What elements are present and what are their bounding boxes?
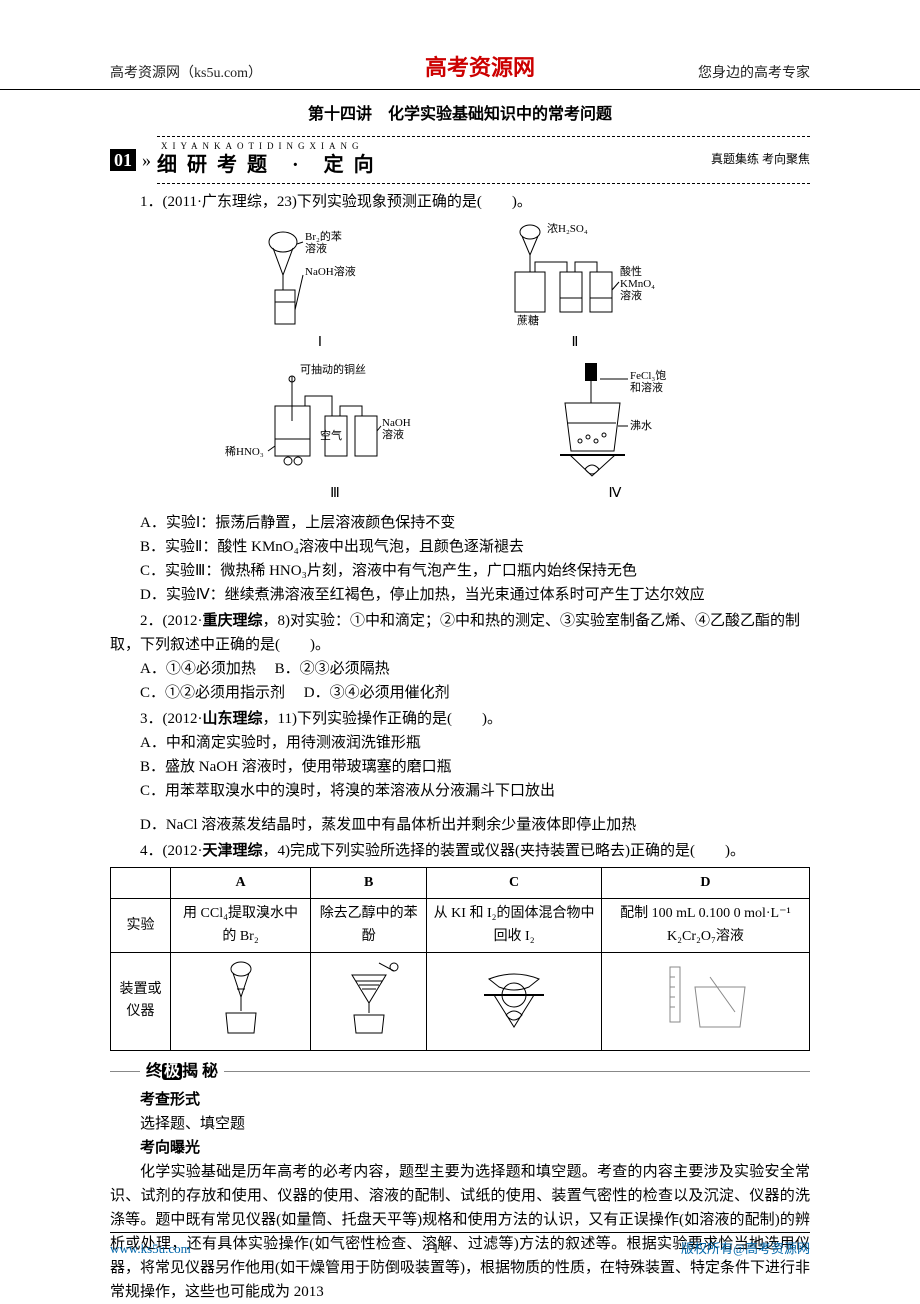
analysis-h1: 考查形式 bbox=[110, 1088, 810, 1112]
diagram-1-label: Ⅰ bbox=[318, 332, 322, 354]
svg-text:和溶液: 和溶液 bbox=[630, 380, 663, 394]
header-center: 高考资源网 bbox=[425, 50, 535, 85]
banner-right: 真题集练 考向聚焦 bbox=[711, 150, 810, 169]
row-label-2: 装置或仪器 bbox=[111, 953, 171, 1050]
col-a: A bbox=[171, 867, 311, 898]
apparatus-c-icon bbox=[464, 957, 564, 1037]
svg-text:KMnO₄: KMnO₄ bbox=[620, 278, 655, 290]
q3-opt-c: C．用苯萃取溴水中的溴时，将溴的苯溶液从分液漏斗下口放出 bbox=[110, 779, 810, 803]
svg-text:Br₂的苯: Br₂的苯 bbox=[305, 229, 342, 243]
svg-text:蔗糖: 蔗糖 bbox=[517, 313, 539, 327]
reveal-hot: 极 bbox=[162, 1063, 182, 1080]
cell-d1: 配制 100 mL 0.100 0 mol·L⁻¹ K₂Cr₂O₇溶液 bbox=[601, 899, 809, 953]
q2-opt-a: A．①④必须加热 bbox=[140, 661, 256, 677]
q1-opt-c: C．实验Ⅲ：微热稀 HNO₃片刻，溶液中有气泡产生，广口瓶内始终保持无色 bbox=[110, 559, 810, 583]
q4-stem: 4．(2012·天津理综，4)完成下列实验所选择的装置或仪器(夹持装置已略去)正… bbox=[110, 839, 810, 863]
col-b: B bbox=[311, 867, 427, 898]
q2-opts-ab: A．①④必须加热 B．②③必须隔热 bbox=[110, 657, 810, 681]
diagram-2: 浓H₂SO₄ 酸性 KMnO₄ 溶液 蔗糖 Ⅱ bbox=[475, 220, 675, 354]
reveal-left: 终 bbox=[146, 1063, 162, 1080]
diagram-2-label: Ⅱ bbox=[572, 332, 579, 354]
svg-text:稀HNO₃: 稀HNO₃ bbox=[225, 445, 264, 458]
cell-b2 bbox=[311, 953, 427, 1050]
banner-chevron-icon: » bbox=[142, 151, 151, 169]
cell-a1: 用 CCl₄提取溴水中的 Br₂ bbox=[171, 899, 311, 953]
diagram-3-label: Ⅲ bbox=[330, 483, 340, 505]
apparatus-b-icon bbox=[324, 957, 414, 1037]
q3-opt-b: B．盛放 NaOH 溶液时，使用带玻璃塞的磨口瓶 bbox=[110, 755, 810, 779]
svg-text:NaOH溶液: NaOH溶液 bbox=[305, 264, 356, 278]
q3-opt-d: D．NaCl 溶液蒸发结晶时，蒸发皿中有晶体析出并剩余少量液体即停止加热 bbox=[110, 813, 810, 837]
svg-text:浓H₂SO₄: 浓H₂SO₄ bbox=[547, 222, 588, 235]
svg-text:FeCl₃饱: FeCl₃饱 bbox=[630, 368, 666, 382]
footer-left: www.ks5u.com bbox=[110, 1239, 191, 1260]
banner-body: XIYANKAOTIDINGXIANG 细研考题 · 定向 真题集练 考向聚焦 bbox=[157, 136, 810, 184]
q1-stem: 1．(2011·广东理综，23)下列实验现象预测正确的是( )。 bbox=[110, 190, 810, 214]
apparatus-1-icon: Br₂的苯 溶液 NaOH溶液 bbox=[245, 220, 395, 330]
reveal-label: 终极揭 秘 bbox=[146, 1059, 218, 1085]
diagram-4-label: Ⅳ bbox=[609, 483, 622, 505]
q1-opt-a: A．实验Ⅰ：振荡后静置，上层溶液颜色保持不变 bbox=[110, 511, 810, 535]
cell-c2 bbox=[427, 953, 602, 1050]
analysis-p1: 选择题、填空题 bbox=[110, 1112, 810, 1136]
footer-center: - 1 - bbox=[425, 1239, 447, 1260]
cell-c1: 从 KI 和 I₂的固体混合物中回收 I₂ bbox=[427, 899, 602, 953]
apparatus-2-icon: 浓H₂SO₄ 酸性 KMnO₄ 溶液 蔗糖 bbox=[475, 220, 675, 330]
svg-text:溶液: 溶液 bbox=[620, 288, 642, 302]
svg-text:沸水: 沸水 bbox=[630, 419, 652, 432]
table-row-experiment: 实验 用 CCl₄提取溴水中的 Br₂ 除去乙醇中的苯酚 从 KI 和 I₂的固… bbox=[111, 899, 810, 953]
q3-opt-a: A．中和滴定实验时，用待测液润洗锥形瓶 bbox=[110, 731, 810, 755]
table-corner bbox=[111, 867, 171, 898]
q2-stem-text: 2．(2012·重庆理综，8)对实验：①中和滴定；②中和热的测定、③实验室制备乙… bbox=[110, 613, 800, 653]
table-row-apparatus: 装置或仪器 bbox=[111, 953, 810, 1050]
q1-opt-d: D．实验Ⅳ：继续煮沸溶液至红褐色，停止加热，当光束通过体系时可产生丁达尔效应 bbox=[110, 583, 810, 607]
q4-table: A B C D 实验 用 CCl₄提取溴水中的 Br₂ 除去乙醇中的苯酚 从 K… bbox=[110, 867, 810, 1051]
header-left: 高考资源网（ks5u.com） bbox=[110, 63, 262, 85]
col-d: D bbox=[601, 867, 809, 898]
apparatus-3-icon: 可抽动的铜丝 空气 NaOH 溶液 稀HNO₃ bbox=[220, 361, 450, 481]
content: 第十四讲 化学实验基础知识中的常考问题 01 » XIYANKAOTIDINGX… bbox=[0, 102, 920, 1304]
banner-number: 01 bbox=[110, 149, 136, 171]
cell-d2 bbox=[601, 953, 809, 1050]
footer-right: 版权所有@高考资源网 bbox=[681, 1239, 810, 1260]
svg-text:NaOH: NaOH bbox=[382, 417, 411, 429]
table-header-row: A B C D bbox=[111, 867, 810, 898]
q2-opts-cd: C．①②必须用指示剂 D．③④必须用催化剂 bbox=[110, 681, 810, 705]
apparatus-d-icon bbox=[650, 957, 760, 1037]
apparatus-4-icon: FeCl₃饱 和溶液 沸水 bbox=[530, 361, 700, 481]
q1-diagram-row-1: Br₂的苯 溶液 NaOH溶液 Ⅰ 浓H₂SO₄ 酸性 bbox=[110, 220, 810, 354]
section-banner: 01 » XIYANKAOTIDINGXIANG 细研考题 · 定向 真题集练 … bbox=[110, 136, 810, 184]
q2-opt-c: C．①②必须用指示剂 bbox=[140, 685, 285, 701]
cell-a2 bbox=[171, 953, 311, 1050]
analysis-h2: 考向曝光 bbox=[110, 1136, 810, 1160]
diagram-3: 可抽动的铜丝 空气 NaOH 溶液 稀HNO₃ Ⅲ bbox=[220, 361, 450, 505]
apparatus-a-icon bbox=[196, 957, 286, 1037]
reveal-right: 揭 秘 bbox=[182, 1063, 218, 1080]
svg-text:可抽动的铜丝: 可抽动的铜丝 bbox=[300, 362, 366, 376]
svg-text:酸性: 酸性 bbox=[620, 264, 642, 278]
q2-opt-b: B．②③必须隔热 bbox=[275, 661, 390, 677]
row-label-1: 实验 bbox=[111, 899, 171, 953]
diagram-1: Br₂的苯 溶液 NaOH溶液 Ⅰ bbox=[245, 220, 395, 354]
reveal-banner: 终极揭 秘 bbox=[110, 1059, 810, 1085]
q2-opt-d: D．③④必须用催化剂 bbox=[304, 685, 450, 701]
page-footer: www.ks5u.com - 1 - 版权所有@高考资源网 bbox=[110, 1232, 810, 1260]
svg-text:溶液: 溶液 bbox=[305, 241, 327, 255]
header-right: 您身边的高考专家 bbox=[698, 63, 810, 85]
diagram-4: FeCl₃饱 和溶液 沸水 Ⅳ bbox=[530, 361, 700, 505]
q2-stem: 2．(2012·重庆理综，8)对实验：①中和滴定；②中和热的测定、③实验室制备乙… bbox=[110, 609, 810, 657]
banner-cn: 细研考题 · 定向 bbox=[157, 149, 384, 181]
q1-diagram-row-2: 可抽动的铜丝 空气 NaOH 溶液 稀HNO₃ Ⅲ bbox=[110, 361, 810, 505]
q1-opt-b: B．实验Ⅱ：酸性 KMnO₄溶液中出现气泡，且颜色逐渐褪去 bbox=[110, 535, 810, 559]
q3-stem: 3．(2012·山东理综，11)下列实验操作正确的是( )。 bbox=[110, 707, 810, 731]
page-header: 高考资源网（ks5u.com） 高考资源网 您身边的高考专家 bbox=[0, 0, 920, 90]
svg-text:溶液: 溶液 bbox=[382, 427, 404, 441]
svg-text:空气: 空气 bbox=[320, 428, 342, 442]
col-c: C bbox=[427, 867, 602, 898]
lesson-title: 第十四讲 化学实验基础知识中的常考问题 bbox=[110, 102, 810, 128]
cell-b1: 除去乙醇中的苯酚 bbox=[311, 899, 427, 953]
